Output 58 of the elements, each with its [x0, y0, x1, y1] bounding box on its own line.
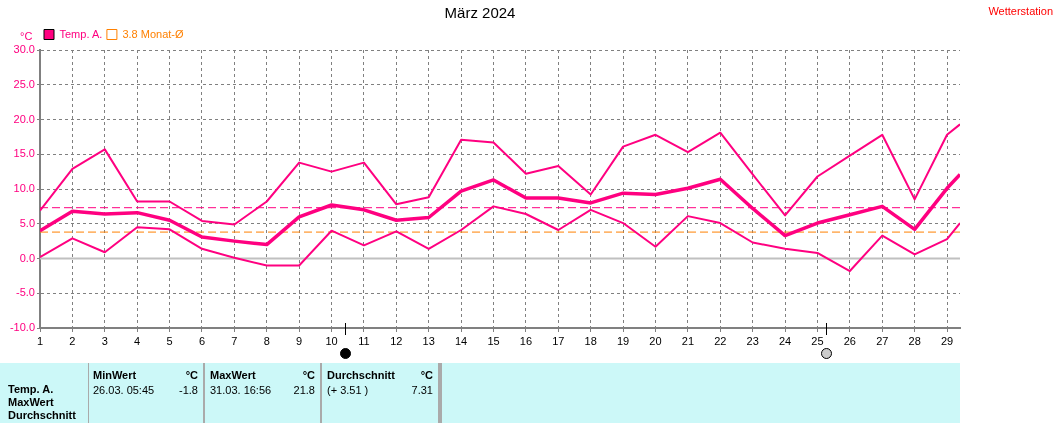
x-tick-label: 11	[358, 334, 370, 347]
x-tick-label: 2	[69, 334, 76, 347]
y-tick-label: 15.0	[13, 147, 35, 160]
x-tick-label: 21	[681, 334, 695, 347]
x-tick-label: 5	[166, 334, 173, 347]
x-tick-label: 1	[36, 334, 44, 347]
x-tick-label: 14	[455, 334, 468, 347]
text: °C	[302, 369, 315, 381]
x-tick-label: 13	[422, 334, 435, 347]
legend-label: Temp. A.	[59, 27, 103, 40]
text: 26.03. 05:45	[93, 384, 155, 396]
y-tick-label: 20.0	[13, 112, 35, 125]
text: -1.8	[179, 384, 198, 396]
x-tick-label: 18	[584, 334, 597, 347]
x-tick-label: 29	[940, 334, 954, 347]
y-tick-label: 0.0	[19, 251, 35, 264]
y-tick-label: 30.0	[13, 43, 35, 56]
text: °C	[185, 369, 198, 381]
text: 31.03. 16:56	[210, 384, 272, 396]
text: 21.8	[293, 384, 315, 396]
y-tick-label: -10.0	[9, 321, 35, 334]
text: 7.31	[411, 384, 433, 396]
text: MaxWert	[8, 396, 54, 408]
x-tick-label: 25	[811, 334, 824, 347]
text: Temp. A.	[8, 383, 54, 395]
x-tick-label: 26	[843, 334, 856, 347]
y-tick-label: 25.0	[13, 77, 35, 90]
x-tick-label: 15	[487, 334, 500, 347]
y-axis-title: °C	[20, 30, 33, 43]
x-tick-label: 4	[134, 334, 141, 347]
y-tick-label: -5.0	[16, 286, 35, 299]
text: Durchschnitt	[327, 369, 395, 381]
x-tick-label: 22	[714, 334, 727, 347]
y-tick-label: 10.0	[13, 182, 35, 195]
x-tick-label: 12	[390, 334, 403, 347]
text: Wetterstation	[988, 5, 1053, 17]
x-tick-label: 19	[616, 334, 630, 347]
legend-label: 3.8 Monat-Ø	[122, 27, 184, 40]
text: °C	[420, 369, 433, 381]
x-tick-label: 9	[296, 334, 303, 347]
x-tick-label: 28	[908, 334, 921, 347]
x-tick-label: 23	[746, 334, 759, 347]
text: Durchschnitt	[8, 409, 76, 421]
text: MinWert	[93, 369, 137, 381]
chart-title: März 2024	[444, 4, 516, 22]
text: (+ 3.51 )	[327, 384, 369, 396]
x-tick-label: 20	[649, 334, 662, 347]
x-tick-label: 24	[778, 334, 792, 347]
x-tick-label: 7	[231, 334, 238, 347]
x-tick-label: 17	[552, 334, 565, 347]
x-tick-label: 16	[519, 334, 533, 347]
x-tick-label: 27	[876, 334, 889, 347]
x-tick-label: 3	[101, 334, 108, 347]
y-tick-label: 5.0	[19, 216, 35, 229]
x-tick-label: 10	[325, 334, 338, 347]
x-tick-label: 8	[263, 334, 270, 347]
x-tick-label: 6	[198, 334, 206, 347]
text: MaxWert	[210, 369, 256, 381]
